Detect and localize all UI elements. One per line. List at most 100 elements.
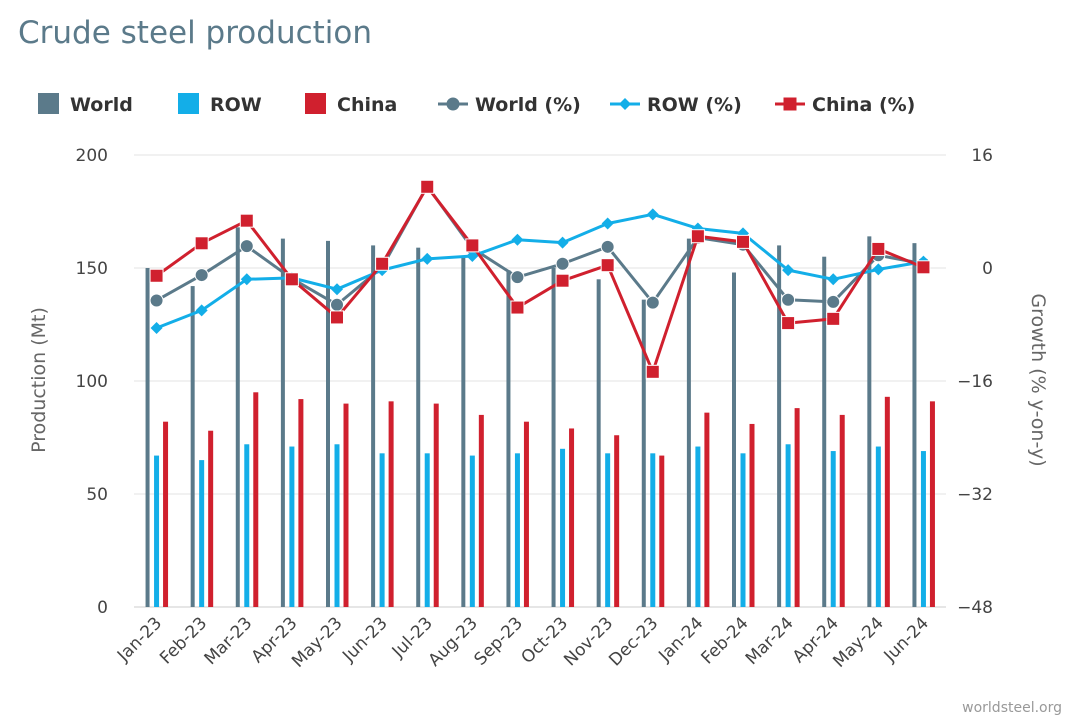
point-world <box>194 268 209 283</box>
bar-row <box>605 453 611 607</box>
bar-china <box>433 403 439 607</box>
bar-world <box>912 243 917 607</box>
point-row <box>466 249 479 262</box>
bar-world <box>326 240 330 607</box>
x-tick-label: Jun-24 <box>880 613 933 666</box>
x-tick-label: Sep-23 <box>471 613 527 669</box>
y2-axis-title: Growth (% y-on-y) <box>1027 293 1049 466</box>
bar-row <box>154 455 160 607</box>
bar-china <box>839 414 845 607</box>
legend-item-row[interactable]: ROW <box>178 93 262 116</box>
x-tick-label: Feb-24 <box>697 613 752 668</box>
bar-china <box>208 430 214 607</box>
bar-china <box>614 435 620 607</box>
bar-world <box>551 268 556 607</box>
bar-row <box>379 453 385 607</box>
line-row <box>156 212 924 330</box>
credit-text[interactable]: worldsteel.org <box>962 700 1062 716</box>
legend-item-world-growth[interactable]: World (%) <box>438 94 581 116</box>
bar-row <box>244 444 250 607</box>
point-china <box>510 300 525 315</box>
y2-tick-label: −48 <box>957 598 993 618</box>
point-row <box>511 233 524 246</box>
legend-marker <box>446 97 460 111</box>
point-china <box>871 241 886 256</box>
bar-china <box>884 396 890 607</box>
bar-china <box>704 412 710 607</box>
x-tick-label: May-23 <box>288 613 346 671</box>
bar-row <box>289 446 295 607</box>
y-axis-title: Production (Mt) <box>28 307 50 453</box>
y-tick-label: 100 <box>76 372 108 392</box>
x-tick-label: Nov-23 <box>560 613 617 670</box>
y-tick-label: 150 <box>76 259 108 279</box>
y2-tick-label: −32 <box>957 485 993 505</box>
bar-china <box>343 403 349 607</box>
bar-row <box>424 453 430 607</box>
gridlines <box>134 154 946 608</box>
bar-china <box>388 401 394 607</box>
bar-world <box>235 227 240 607</box>
legend-marker <box>619 98 631 110</box>
bar-row <box>334 444 340 607</box>
bar-world <box>777 245 782 607</box>
point-china <box>600 258 615 273</box>
bar-china <box>794 408 800 607</box>
y2-tick-label: 0 <box>982 259 993 279</box>
point-china <box>690 229 705 244</box>
bar-world <box>190 286 195 607</box>
bar-row <box>650 453 656 607</box>
legend-marker <box>783 97 797 111</box>
point-world <box>239 239 254 254</box>
x-tick-label: Aug-23 <box>425 613 482 670</box>
bar-world <box>596 279 601 607</box>
legend-item-china-growth[interactable]: China (%) <box>775 94 915 116</box>
bar-world <box>371 245 376 607</box>
bar-world <box>280 238 285 607</box>
point-world <box>149 293 164 308</box>
legend-label: China (%) <box>812 94 915 116</box>
bar-china <box>163 421 169 607</box>
y-tick-label: 200 <box>76 146 108 166</box>
point-china <box>149 268 164 283</box>
legend-item-row-growth[interactable]: ROW (%) <box>610 94 742 116</box>
point-row <box>240 273 253 286</box>
point-world <box>781 292 796 307</box>
point-row <box>331 283 343 296</box>
point-world <box>600 239 615 254</box>
legend: World ROW China World (%) ROW (%) China (%) <box>38 93 915 116</box>
bar-row <box>469 455 475 607</box>
point-world <box>330 297 344 312</box>
legend-swatch <box>178 93 199 114</box>
legend-label: World (%) <box>475 94 581 116</box>
point-world <box>645 295 660 310</box>
bar-world <box>145 268 150 607</box>
x-tick-label: May-24 <box>829 613 887 671</box>
point-row <box>872 263 885 276</box>
point-china <box>555 273 570 288</box>
x-axis: Jan-23Feb-23Mar-23Apr-23May-23Jun-23Jul-… <box>113 613 933 671</box>
legend-item-china[interactable]: China <box>305 93 397 116</box>
bar-row <box>785 444 791 607</box>
legend-label: ROW <box>210 94 262 116</box>
y-tick-label: 0 <box>97 598 108 618</box>
point-china <box>916 260 931 275</box>
x-tick-label: Jan-23 <box>113 613 166 666</box>
x-tick-label: Mar-23 <box>201 613 257 669</box>
bar-world <box>416 247 421 607</box>
bar-china <box>478 414 484 607</box>
bar-china <box>659 455 665 607</box>
point-china <box>645 364 660 379</box>
legend-swatch <box>38 93 59 114</box>
bar-world <box>686 238 691 607</box>
line-world <box>155 184 924 307</box>
bar-row <box>920 451 926 607</box>
point-row <box>556 236 569 249</box>
point-china <box>284 272 299 287</box>
bar-row <box>830 451 836 607</box>
legend-item-world[interactable]: World <box>38 93 133 116</box>
point-china <box>239 213 254 228</box>
x-tick-label: Feb-23 <box>156 613 211 668</box>
growth-lines <box>149 179 931 379</box>
